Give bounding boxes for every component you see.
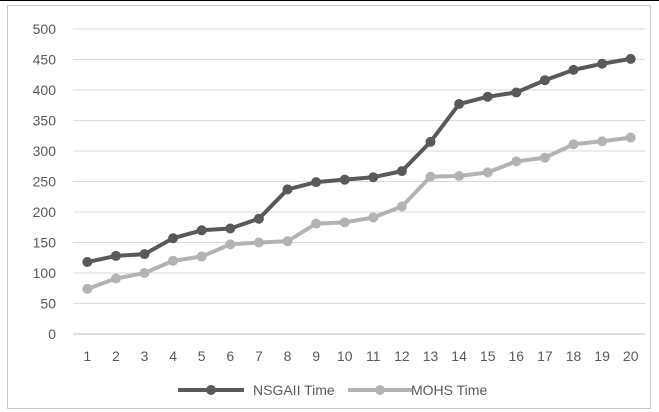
data-point bbox=[139, 249, 150, 260]
x-tick-label: 8 bbox=[284, 348, 292, 364]
data-point bbox=[225, 239, 236, 250]
data-point bbox=[568, 64, 579, 75]
x-tick-label: 20 bbox=[623, 348, 639, 364]
data-point bbox=[282, 184, 293, 195]
data-point bbox=[482, 91, 493, 102]
x-tick-label: 12 bbox=[394, 348, 410, 364]
data-point bbox=[82, 257, 93, 268]
data-point bbox=[282, 236, 293, 247]
x-tick-label: 15 bbox=[480, 348, 496, 364]
series-lines bbox=[82, 53, 636, 294]
y-tick-label: 400 bbox=[33, 82, 57, 98]
data-point bbox=[339, 217, 350, 228]
data-point bbox=[82, 283, 93, 294]
legend-label-1: NSGAII Time bbox=[253, 382, 335, 398]
data-point bbox=[482, 167, 493, 178]
series-line-1 bbox=[85, 56, 633, 265]
data-point bbox=[196, 225, 207, 236]
data-point bbox=[168, 233, 179, 244]
data-point bbox=[425, 136, 436, 147]
data-point bbox=[625, 53, 636, 64]
data-point bbox=[311, 177, 322, 188]
data-point bbox=[568, 139, 579, 150]
chart-frame bbox=[7, 5, 651, 409]
legend-marker-1 bbox=[206, 385, 216, 395]
x-tick-label: 3 bbox=[141, 348, 149, 364]
x-tick-label: 17 bbox=[537, 348, 553, 364]
data-point bbox=[311, 218, 322, 229]
y-tick-label: 250 bbox=[33, 174, 57, 190]
data-point bbox=[225, 223, 236, 234]
x-tick-label: 2 bbox=[112, 348, 120, 364]
data-point bbox=[454, 99, 465, 110]
x-tick-label: 11 bbox=[366, 348, 381, 364]
data-point bbox=[339, 174, 350, 185]
x-tick-label: 18 bbox=[566, 348, 582, 364]
y-tick-label: 500 bbox=[33, 21, 57, 37]
y-tick-label: 450 bbox=[33, 52, 57, 68]
top-border-line bbox=[0, 0, 659, 1]
x-tick-label: 19 bbox=[594, 348, 610, 364]
y-tick-label: 0 bbox=[48, 326, 56, 342]
y-tick-label: 200 bbox=[33, 204, 57, 220]
data-point bbox=[253, 213, 264, 224]
data-point bbox=[597, 136, 608, 147]
gridlines bbox=[73, 28, 645, 335]
x-tick-label: 1 bbox=[83, 348, 91, 364]
legend-label-2: MOHS Time bbox=[411, 382, 487, 398]
data-point bbox=[511, 156, 522, 167]
legend: NSGAII Time MOHS Time bbox=[178, 382, 487, 398]
data-point bbox=[396, 201, 407, 212]
data-point bbox=[368, 172, 379, 183]
data-point bbox=[110, 273, 121, 284]
data-point bbox=[539, 75, 550, 86]
data-point bbox=[168, 255, 179, 266]
data-point bbox=[539, 152, 550, 163]
y-tick-label: 50 bbox=[40, 296, 56, 312]
x-tick-label: 7 bbox=[255, 348, 263, 364]
data-point bbox=[253, 237, 264, 248]
x-tick-label: 13 bbox=[423, 348, 439, 364]
data-point bbox=[625, 132, 636, 143]
data-point bbox=[139, 268, 150, 278]
x-tick-label: 6 bbox=[226, 348, 234, 364]
x-tick-label: 16 bbox=[509, 348, 525, 364]
x-tick-label: 4 bbox=[169, 348, 177, 364]
y-tick-label: 100 bbox=[33, 265, 57, 281]
y-tick-label: 150 bbox=[33, 235, 57, 251]
data-point bbox=[110, 250, 121, 261]
x-tick-label: 10 bbox=[337, 348, 353, 364]
x-tick-label: 14 bbox=[451, 348, 467, 364]
x-tick-label: 5 bbox=[198, 348, 206, 364]
data-point bbox=[425, 171, 436, 182]
legend-marker-2 bbox=[375, 385, 385, 395]
data-point bbox=[597, 58, 608, 69]
y-tick-label: 350 bbox=[33, 113, 57, 129]
y-axis-ticks: 0 50 100 150 200 250 300 350 400 450 500 bbox=[33, 21, 57, 342]
data-point bbox=[368, 212, 379, 223]
x-tick-label: 9 bbox=[312, 348, 320, 364]
data-point bbox=[454, 171, 465, 182]
data-point bbox=[396, 166, 407, 177]
y-tick-label: 300 bbox=[33, 143, 57, 159]
data-point bbox=[196, 251, 207, 262]
x-axis-ticks: 1 2 3 4 5 6 7 8 9 10 11 12 13 14 15 16 17 18 19 20 bbox=[83, 348, 638, 364]
data-point bbox=[511, 87, 522, 98]
